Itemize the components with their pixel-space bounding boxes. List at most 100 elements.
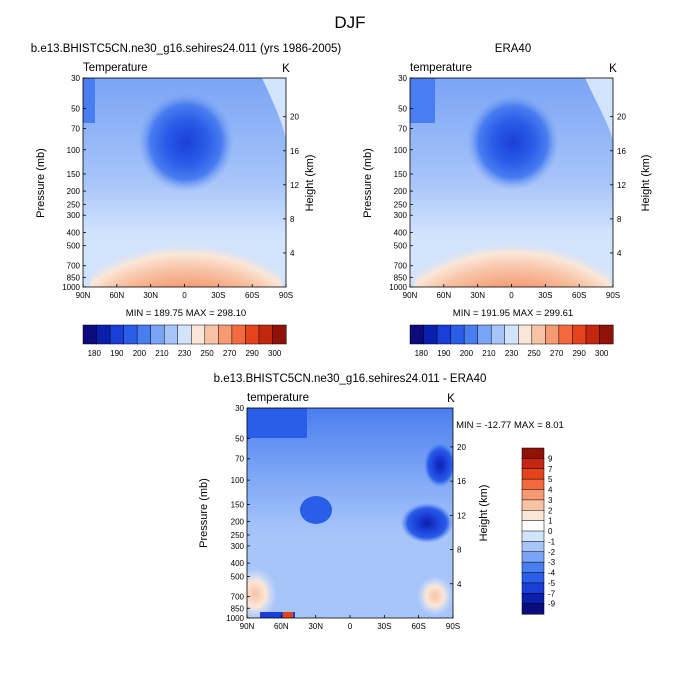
colorbar-swatch	[521, 510, 545, 522]
colorbar: 180 190 200 210 230 250 270 290 300	[82, 324, 287, 358]
y2-axis-title: Height (km)	[304, 155, 316, 212]
x-tick-label: 60S	[412, 622, 426, 631]
y-tick-label: 100	[67, 146, 81, 155]
y2-axis-title: Height (km)	[478, 485, 490, 542]
colorbar-swatch	[204, 324, 219, 345]
y-tick-label: 70	[71, 125, 80, 134]
y-tick-label: 1000	[389, 283, 407, 292]
colorbar-label: 210	[482, 349, 496, 358]
colorbar-label: 230	[178, 349, 192, 358]
y-tick-label: 400	[394, 228, 408, 237]
colorbar-swatch	[521, 530, 545, 542]
colorbar-swatch	[521, 561, 545, 574]
y2-tick-label: 12	[617, 181, 626, 190]
colorbar-swatch	[545, 324, 560, 345]
colorbar-label: -3	[548, 558, 556, 567]
min-max-stats: MIN = 189.75 MAX = 298.10	[126, 308, 246, 319]
y-tick-label: 1000	[226, 614, 244, 623]
x-tick-label: 90N	[240, 622, 255, 631]
y-tick-label: 1000	[62, 283, 80, 292]
colorbar-swatch	[572, 324, 587, 345]
y-tick-label: 850	[67, 273, 81, 282]
colorbar-swatch	[521, 520, 545, 532]
x-tick-label: 30S	[538, 291, 552, 300]
north-surface-warm-region	[247, 568, 277, 618]
y-axis-title: Pressure (mb)	[35, 148, 47, 218]
colorbar-swatch	[558, 324, 573, 345]
colorbar-swatch	[521, 541, 545, 553]
y-tick-label: 100	[231, 476, 245, 485]
colorbar-label: 270	[223, 349, 237, 358]
colorbar-label: 230	[505, 349, 519, 358]
colorbar-swatch	[521, 603, 545, 615]
colorbar-swatch	[531, 324, 546, 345]
colorbar-swatch	[521, 468, 545, 480]
colorbar-swatch	[450, 324, 465, 345]
colorbar-swatch	[521, 582, 545, 594]
x-tick-label: 60N	[274, 622, 289, 631]
colorbar-label: 1	[548, 517, 553, 526]
colorbar-label: 300	[595, 349, 609, 358]
y2-tick-label: 20	[290, 113, 299, 122]
min-max-stats: MIN = -12.77 MAX = 8.01	[456, 420, 564, 431]
y2-tick-label: 8	[290, 215, 295, 224]
colorbar-label: 5	[548, 475, 553, 484]
y-tick-label: 300	[231, 542, 245, 551]
colorbar-swatch	[521, 551, 545, 563]
x-tick-label: 0	[509, 291, 514, 300]
x-tick-label: 30N	[143, 291, 158, 300]
panel-title: b.e13.BHISTC5CN.ne30_g16.sehires24.011 -…	[214, 373, 487, 385]
x-ticks: 90N 60N 30N 0 30S 60S 90S	[240, 615, 460, 631]
colorbar-swatch	[82, 324, 98, 345]
x-tick-label: 90N	[76, 291, 91, 300]
y-tick-label: 150	[231, 500, 245, 509]
colorbar-label: 190	[437, 349, 451, 358]
surface-cold-strip	[260, 612, 295, 618]
colorbar-label: -1	[548, 537, 556, 546]
panel-era40: ERA40 temperature K Pressure (mb) Height…	[362, 43, 652, 358]
figure-title: DJF	[334, 13, 365, 32]
y-tick-label: 400	[231, 559, 245, 568]
surface-warm-strip	[283, 612, 293, 618]
x-tick-label: 60N	[109, 291, 124, 300]
colorbar-label: -4	[548, 569, 556, 578]
colorbar-swatch	[436, 324, 452, 345]
panel-difference: b.e13.BHISTC5CN.ne30_g16.sehires24.011 -…	[198, 373, 564, 631]
colorbar-label: 200	[133, 349, 147, 358]
y-tick-label: 250	[67, 200, 81, 209]
colorbar-swatch	[490, 324, 506, 345]
y2-tick-label: 12	[457, 511, 466, 520]
x-tick-label: 90S	[606, 291, 620, 300]
colorbar-swatch	[521, 593, 545, 605]
y-tick-label: 500	[231, 572, 245, 581]
variable-label: Temperature	[83, 62, 148, 74]
y-tick-label: 250	[394, 200, 408, 209]
colorbar-label: 9	[548, 454, 553, 463]
y2-tick-label: 8	[457, 546, 462, 555]
colorbar-swatch	[96, 324, 111, 345]
colorbar-swatch	[258, 324, 274, 345]
colorbar-label: 2	[548, 506, 553, 515]
y-tick-label: 300	[67, 211, 81, 220]
colorbar-label: 250	[200, 349, 214, 358]
y-tick-label: 850	[394, 273, 408, 282]
colorbar-swatch	[463, 324, 479, 345]
y-tick-label: 200	[67, 187, 81, 196]
y-tick-label: 50	[71, 104, 80, 113]
colorbar-label: 290	[572, 349, 586, 358]
x-tick-label: 30S	[377, 622, 391, 631]
colorbar-swatch	[123, 324, 138, 345]
x-tick-label: 60S	[245, 291, 259, 300]
contour-field	[410, 78, 613, 287]
north-upper-cold-region	[247, 408, 307, 438]
colorbar-swatch	[163, 324, 179, 345]
units-label: K	[447, 393, 455, 405]
x-tick-label: 0	[348, 622, 353, 631]
x-tick-label: 90N	[403, 291, 418, 300]
surface-warm-region	[415, 208, 611, 287]
y2-ticks: 4 8 12 16 20	[283, 113, 299, 258]
south-polar-warm-region	[262, 78, 286, 140]
units-label: K	[282, 63, 290, 75]
y-tick-label: 200	[394, 187, 408, 196]
